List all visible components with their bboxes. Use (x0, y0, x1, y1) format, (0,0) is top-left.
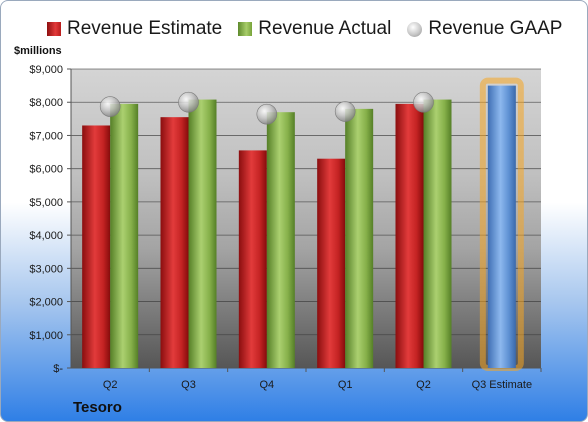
bar-revenue-estimate (317, 158, 346, 368)
bar-q3-estimate (487, 85, 516, 368)
marker-revenue-gaap (99, 96, 121, 117)
y-tick-label: $8,000 (29, 97, 63, 109)
bar-revenue-actual (188, 99, 217, 368)
y-tick-label: $7,000 (29, 130, 63, 142)
bar-revenue-actual (423, 99, 452, 368)
marker-revenue-gaap (256, 103, 278, 125)
y-tick-label: $4,000 (29, 230, 63, 242)
bar-revenue-estimate (238, 150, 267, 368)
y-tick-label: $- (53, 363, 63, 375)
legend-item-estimate: Revenue Estimate (47, 18, 222, 40)
legend-marker-gaap (407, 21, 423, 37)
x-tick-label: Q2 (416, 379, 431, 391)
bar-revenue-estimate (395, 103, 424, 368)
bar-revenue-actual (110, 103, 139, 368)
legend-item-gaap: Revenue GAAP (407, 18, 562, 40)
x-tick-label: Q1 (338, 379, 353, 391)
y-tick-label: $6,000 (29, 164, 63, 176)
legend-label-actual: Revenue Actual (258, 18, 392, 39)
bar-revenue-estimate (82, 125, 111, 368)
x-tick-label: Q3 Estimate (472, 379, 533, 391)
x-tick-label: Q4 (259, 379, 274, 391)
plot-area (71, 69, 541, 368)
legend-item-actual: Revenue Actual (238, 18, 391, 40)
y-tick-label: $1,000 (29, 330, 63, 342)
legend-swatch-actual (238, 22, 253, 36)
legend-swatch-estimate (47, 22, 61, 36)
legend-label-gaap: Revenue GAAP (428, 18, 563, 39)
bar-revenue-actual (345, 108, 374, 368)
company-name: Tesoro (73, 399, 122, 416)
y-tick-label: $5,000 (29, 197, 63, 209)
y-axis-unit-label: $millions (14, 45, 62, 57)
bar-revenue-estimate (160, 117, 189, 368)
y-tick-label: $3,000 (29, 263, 63, 275)
marker-revenue-gaap (334, 101, 356, 122)
marker-revenue-gaap (178, 91, 199, 113)
y-tick-label: $2,000 (29, 297, 63, 309)
marker-revenue-gaap (413, 91, 434, 113)
bar-revenue-actual (266, 112, 295, 368)
x-tick-label: Q2 (103, 379, 118, 391)
x-tick-label: Q3 (181, 379, 196, 391)
chart-legend: Revenue Estimate Revenue Actual Revenue … (47, 14, 577, 44)
legend-label-estimate: Revenue Estimate (67, 18, 223, 39)
y-tick-label: $9,000 (29, 64, 63, 76)
